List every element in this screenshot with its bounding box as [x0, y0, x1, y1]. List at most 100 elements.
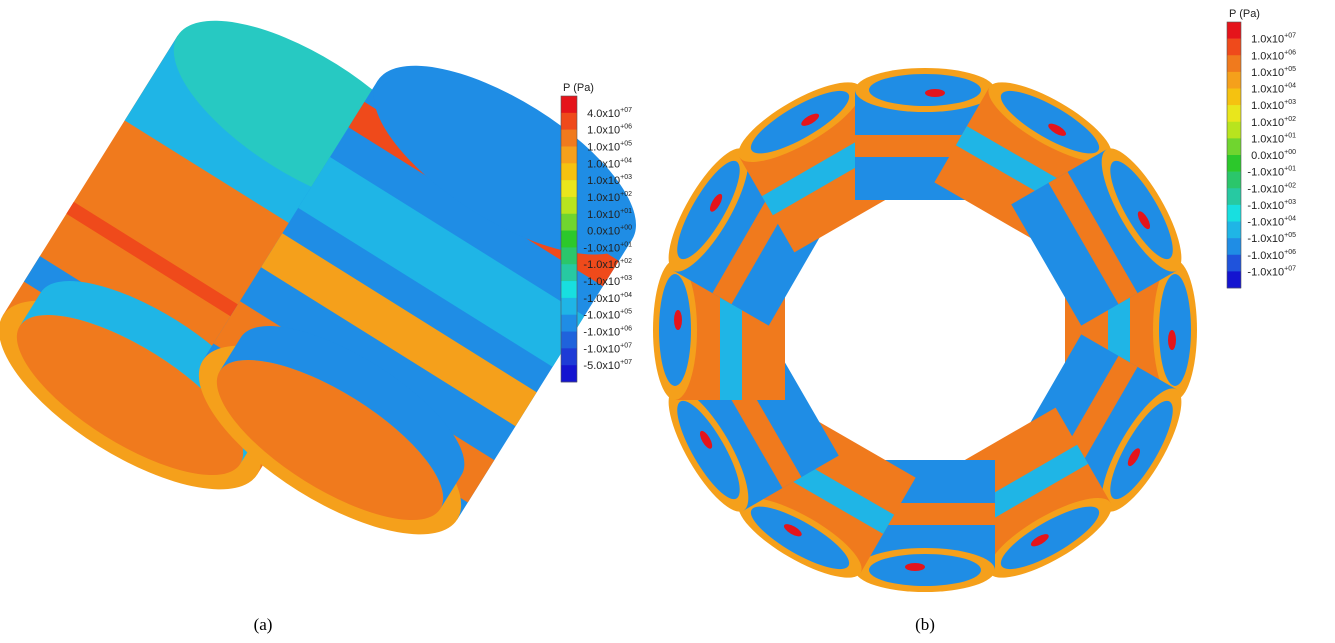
legend-b: P (Pa)1.0x10+071.0x10+061.0x10+051.0x10+… — [1226, 8, 1296, 289]
colorbar-label: -1.0x10+02 — [1247, 182, 1296, 195]
colorbar-frame — [560, 95, 578, 383]
label-mantissa: 1.0x10 — [1251, 67, 1284, 79]
hot-spot — [1048, 123, 1067, 136]
label-mantissa: 1.0x10 — [587, 192, 620, 204]
color-swatch — [561, 331, 577, 349]
label-mantissa: -1.0x10 — [583, 343, 620, 355]
inner-wall — [219, 326, 465, 509]
colorbar-label: -1.0x10+04 — [1247, 216, 1296, 229]
label-exponent: +06 — [620, 326, 632, 333]
hot-spot — [674, 310, 682, 330]
color-swatch — [561, 213, 577, 231]
color-swatch — [561, 230, 577, 248]
colorbar-label: 1.0x10+02 — [587, 191, 632, 204]
label-exponent: +03 — [1284, 199, 1296, 206]
label-exponent: +04 — [620, 292, 632, 299]
label-mantissa: -1.0x10 — [583, 327, 620, 339]
label-mantissa: -1.0x10 — [1247, 250, 1284, 262]
hot-spot — [905, 563, 925, 571]
colorbar-label: 1.0x10+02 — [1251, 116, 1296, 129]
colorbar-label: -1.0x10+05 — [583, 309, 632, 322]
label-mantissa: 1.0x10 — [1251, 50, 1284, 62]
label-mantissa: -1.0x10 — [583, 293, 620, 305]
label-exponent: +01 — [620, 241, 632, 248]
colorbar-label: 0.0x10+00 — [587, 225, 632, 238]
label-mantissa: 1.0x10 — [587, 125, 620, 137]
color-swatch — [561, 281, 577, 299]
colorbar-label: 0.0x10+00 — [1251, 149, 1296, 162]
label-exponent: +07 — [1284, 265, 1296, 272]
label-mantissa: -1.0x10 — [1247, 233, 1284, 245]
cylinder-hole — [16, 314, 244, 476]
cylinder-hole — [1000, 90, 1100, 154]
label-exponent: +02 — [1284, 182, 1296, 189]
color-swatch — [1227, 121, 1241, 139]
cylinder — [198, 65, 636, 535]
colorbar-label: 1.0x10+01 — [1251, 132, 1296, 145]
color-swatch — [561, 146, 577, 164]
label-mantissa: -1.0x10 — [583, 242, 620, 254]
cylinder-hole — [677, 400, 740, 500]
label-exponent: +05 — [620, 309, 632, 316]
band — [298, 156, 585, 367]
colorbar-label: -5.0x10+07 — [583, 359, 632, 372]
color-swatch — [561, 180, 577, 198]
render-b — [653, 68, 1197, 592]
colorbar-label: 4.0x10+07 — [587, 107, 632, 120]
colorbar-frame — [1226, 21, 1242, 289]
label-exponent: +02 — [620, 191, 632, 198]
color-swatch — [561, 247, 577, 265]
colorbar-label: 1.0x10+03 — [1251, 99, 1296, 112]
label-mantissa: 1.0x10 — [1251, 117, 1284, 129]
cylinder-hole — [1000, 506, 1100, 570]
label-exponent: +04 — [1284, 83, 1296, 90]
color-swatch — [561, 96, 577, 114]
color-swatch — [561, 314, 577, 332]
color-swatch — [1227, 271, 1241, 289]
color-swatch — [1227, 204, 1241, 222]
label-mantissa: 1.0x10 — [587, 158, 620, 170]
label-mantissa: 1.0x10 — [587, 175, 620, 187]
colorbar-label: 1.0x10+06 — [1251, 49, 1296, 62]
label-exponent: +07 — [620, 359, 632, 366]
legend-a: P (Pa)4.0x10+071.0x10+061.0x10+051.0x10+… — [560, 82, 632, 383]
cylinder-hole — [869, 74, 981, 106]
label-exponent: +07 — [620, 107, 632, 114]
cylinder-hole — [1159, 274, 1191, 386]
color-swatch — [561, 196, 577, 215]
label-mantissa: -1.0x10 — [1247, 167, 1284, 179]
colorbar-label: -1.0x10+01 — [1247, 166, 1296, 179]
color-swatch — [1227, 155, 1241, 172]
label-mantissa: -5.0x10 — [583, 360, 620, 372]
label-exponent: +04 — [1284, 216, 1296, 223]
hot-spot — [925, 89, 945, 97]
colorbar-label: 1.0x10+07 — [1251, 33, 1296, 46]
caption: (b) — [915, 615, 935, 634]
color-swatch — [1227, 221, 1241, 239]
label-exponent: +06 — [620, 124, 632, 131]
label-mantissa: 0.0x10 — [587, 226, 620, 238]
label-exponent: +00 — [1284, 149, 1296, 156]
label-mantissa: 1.0x10 — [1251, 34, 1284, 46]
hot-spot — [1030, 534, 1049, 547]
label-exponent: +06 — [1284, 49, 1296, 56]
band — [1048, 171, 1138, 305]
color-swatch — [1227, 138, 1241, 156]
color-swatch — [561, 365, 577, 383]
cylinder — [1011, 148, 1182, 326]
hot-spot — [1137, 211, 1151, 230]
label-exponent: +00 — [620, 225, 632, 232]
cylinder-hole — [750, 90, 850, 154]
cylinder-hole — [659, 274, 691, 386]
cylinder-hole — [750, 506, 850, 570]
color-swatch — [1227, 38, 1241, 56]
color-swatch — [1227, 238, 1241, 256]
colorbar-label: -1.0x10+03 — [583, 275, 632, 288]
color-swatch — [1227, 105, 1241, 123]
hot-spot — [783, 524, 802, 537]
label-exponent: +01 — [1284, 166, 1296, 173]
colorbar-label: 1.0x10+05 — [1251, 66, 1296, 79]
label-exponent: +03 — [620, 275, 632, 282]
